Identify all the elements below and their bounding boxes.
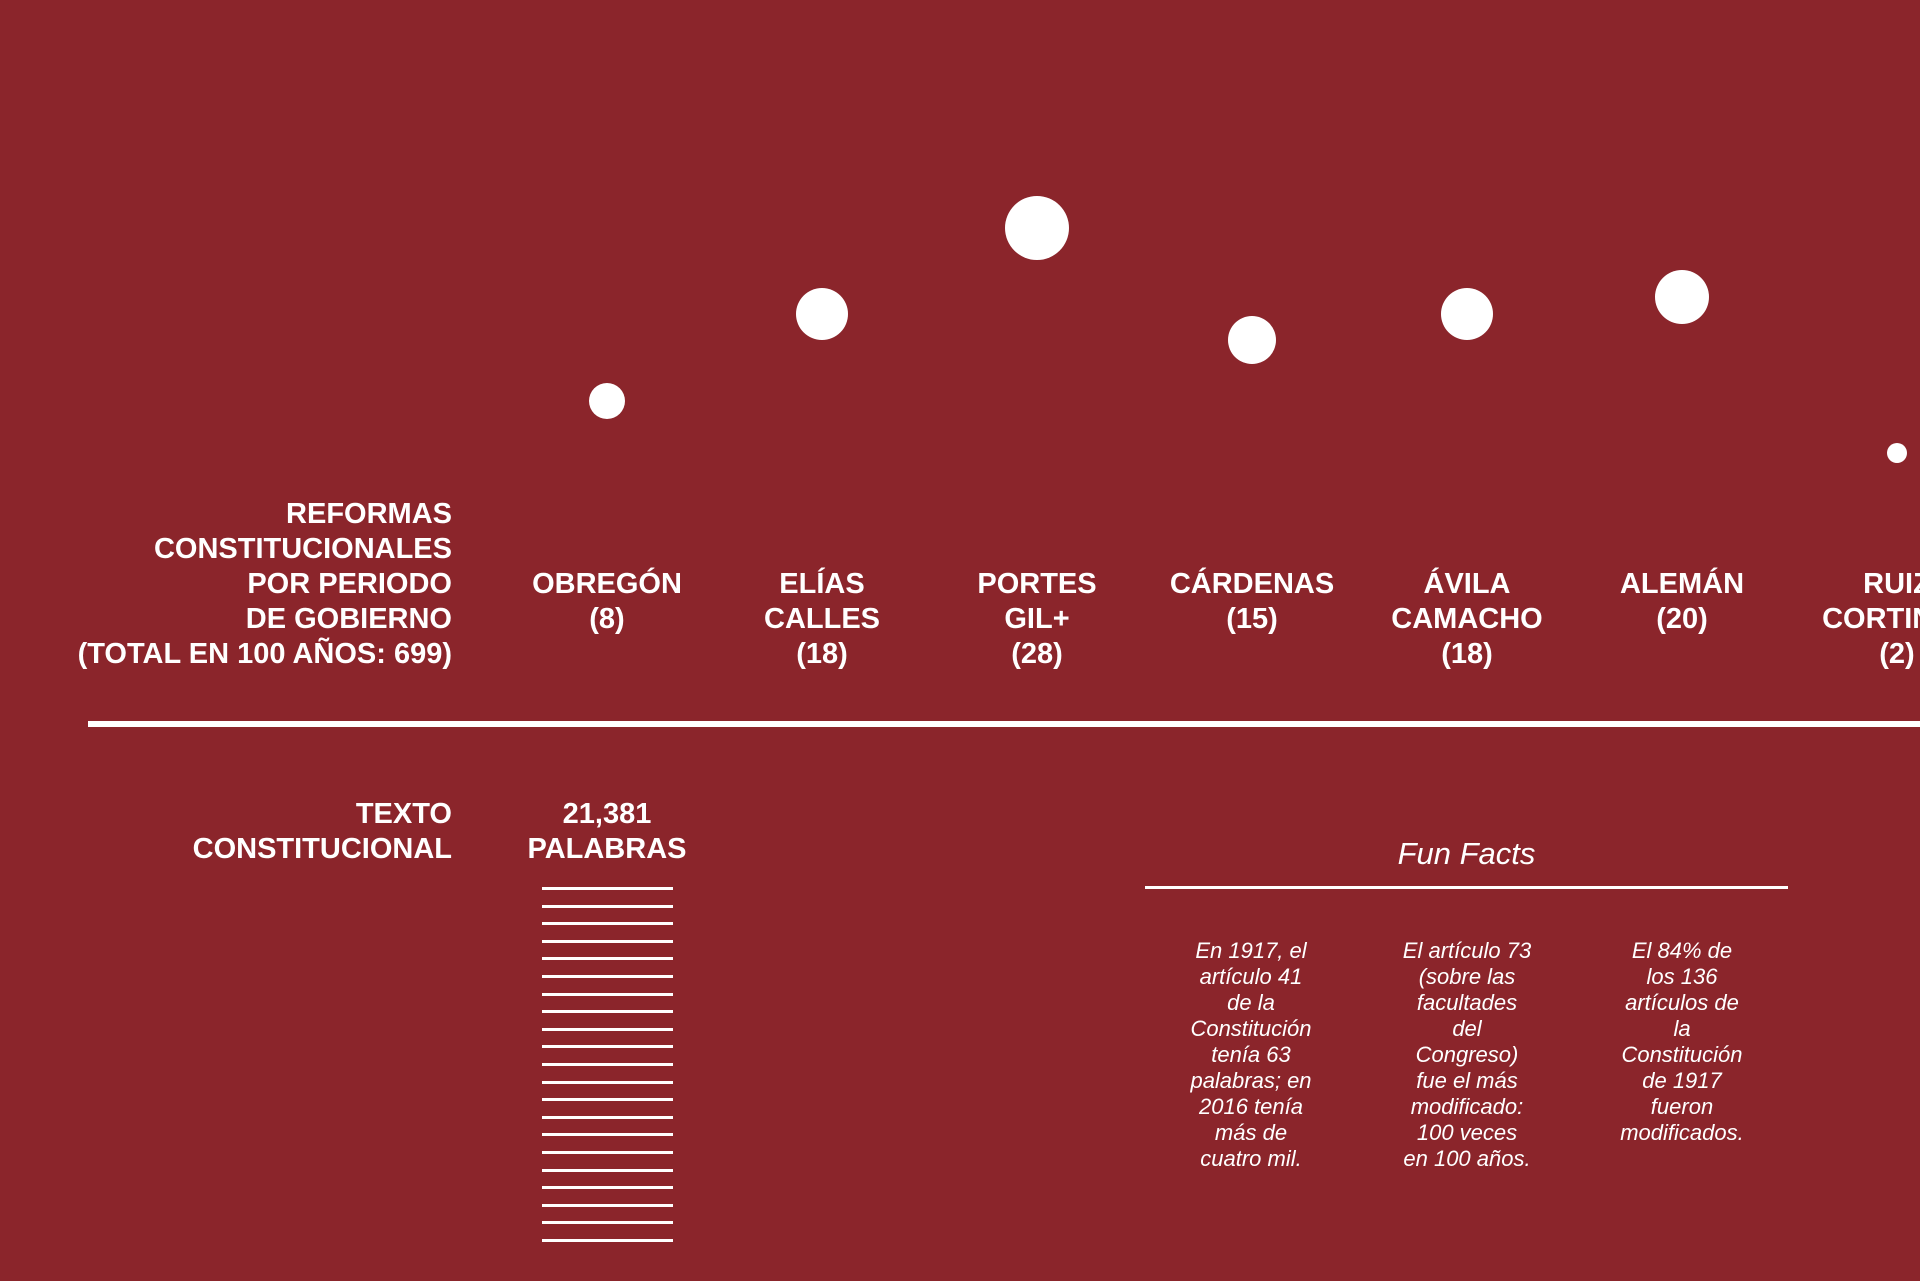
word-line (542, 1115, 673, 1119)
dot-obregon (588, 382, 626, 419)
word-line (542, 1098, 673, 1102)
fun-fact-2: El artículo 73 (sobre las facultades del… (1402, 938, 1532, 1171)
dot-portes-gil (1005, 196, 1069, 260)
label-obregon: OBREGÓN (8) (532, 568, 682, 635)
word-line (542, 1045, 673, 1049)
word-line (542, 1151, 673, 1154)
word-line (542, 922, 673, 926)
word-line (542, 1168, 673, 1172)
label-cardenas: CÁRDENAS (15) (1169, 568, 1335, 635)
word-line (542, 1133, 673, 1137)
label-avila-camacho: ÁVILA CAMACHO (18) (1391, 568, 1543, 670)
dot-aleman (1654, 269, 1710, 325)
divider-line (88, 721, 1920, 727)
word-line (542, 1010, 673, 1014)
fun-fact-1: En 1917, el artículo 41 de la Constituci… (1190, 938, 1312, 1171)
word-line (542, 1186, 673, 1190)
word-line (542, 1027, 673, 1031)
label-aleman: ALEMÁN (20) (1619, 568, 1745, 635)
label-elias-calles: ELÍAS CALLES (18) (764, 568, 880, 670)
word-line (542, 1221, 673, 1225)
word-line (542, 887, 673, 890)
label-ruiz-cortines: RUIZ CORTINES (2) (1822, 568, 1920, 670)
label-portes-gil: PORTES GIL+ (28) (977, 568, 1097, 670)
word-line (542, 904, 673, 908)
dot-cardenas (1228, 316, 1276, 365)
word-count-label: 21,381 PALABRAS (527, 798, 687, 865)
texto-section-label: TEXTO CONSTITUCIONAL (192, 798, 452, 865)
fun-facts-title: Fun Facts (1397, 836, 1536, 871)
word-line (542, 975, 673, 978)
word-line (542, 957, 673, 961)
word-line (542, 1203, 673, 1207)
word-line (542, 992, 673, 996)
fun-fact-3: El 84% de los 136 artículos de la Consti… (1620, 938, 1744, 1145)
fun-facts-rule (1145, 886, 1788, 889)
dot-elias-calles (795, 288, 849, 341)
dot-ruiz-cortines (1886, 442, 1907, 463)
word-line (542, 1239, 673, 1242)
word-line (542, 939, 673, 943)
dot-avila-camacho (1440, 288, 1494, 341)
word-line (542, 1080, 673, 1084)
reformas-section-label: REFORMAS CONSTITUCIONALES POR PERIODO DE… (77, 498, 452, 670)
word-line (542, 1063, 673, 1066)
